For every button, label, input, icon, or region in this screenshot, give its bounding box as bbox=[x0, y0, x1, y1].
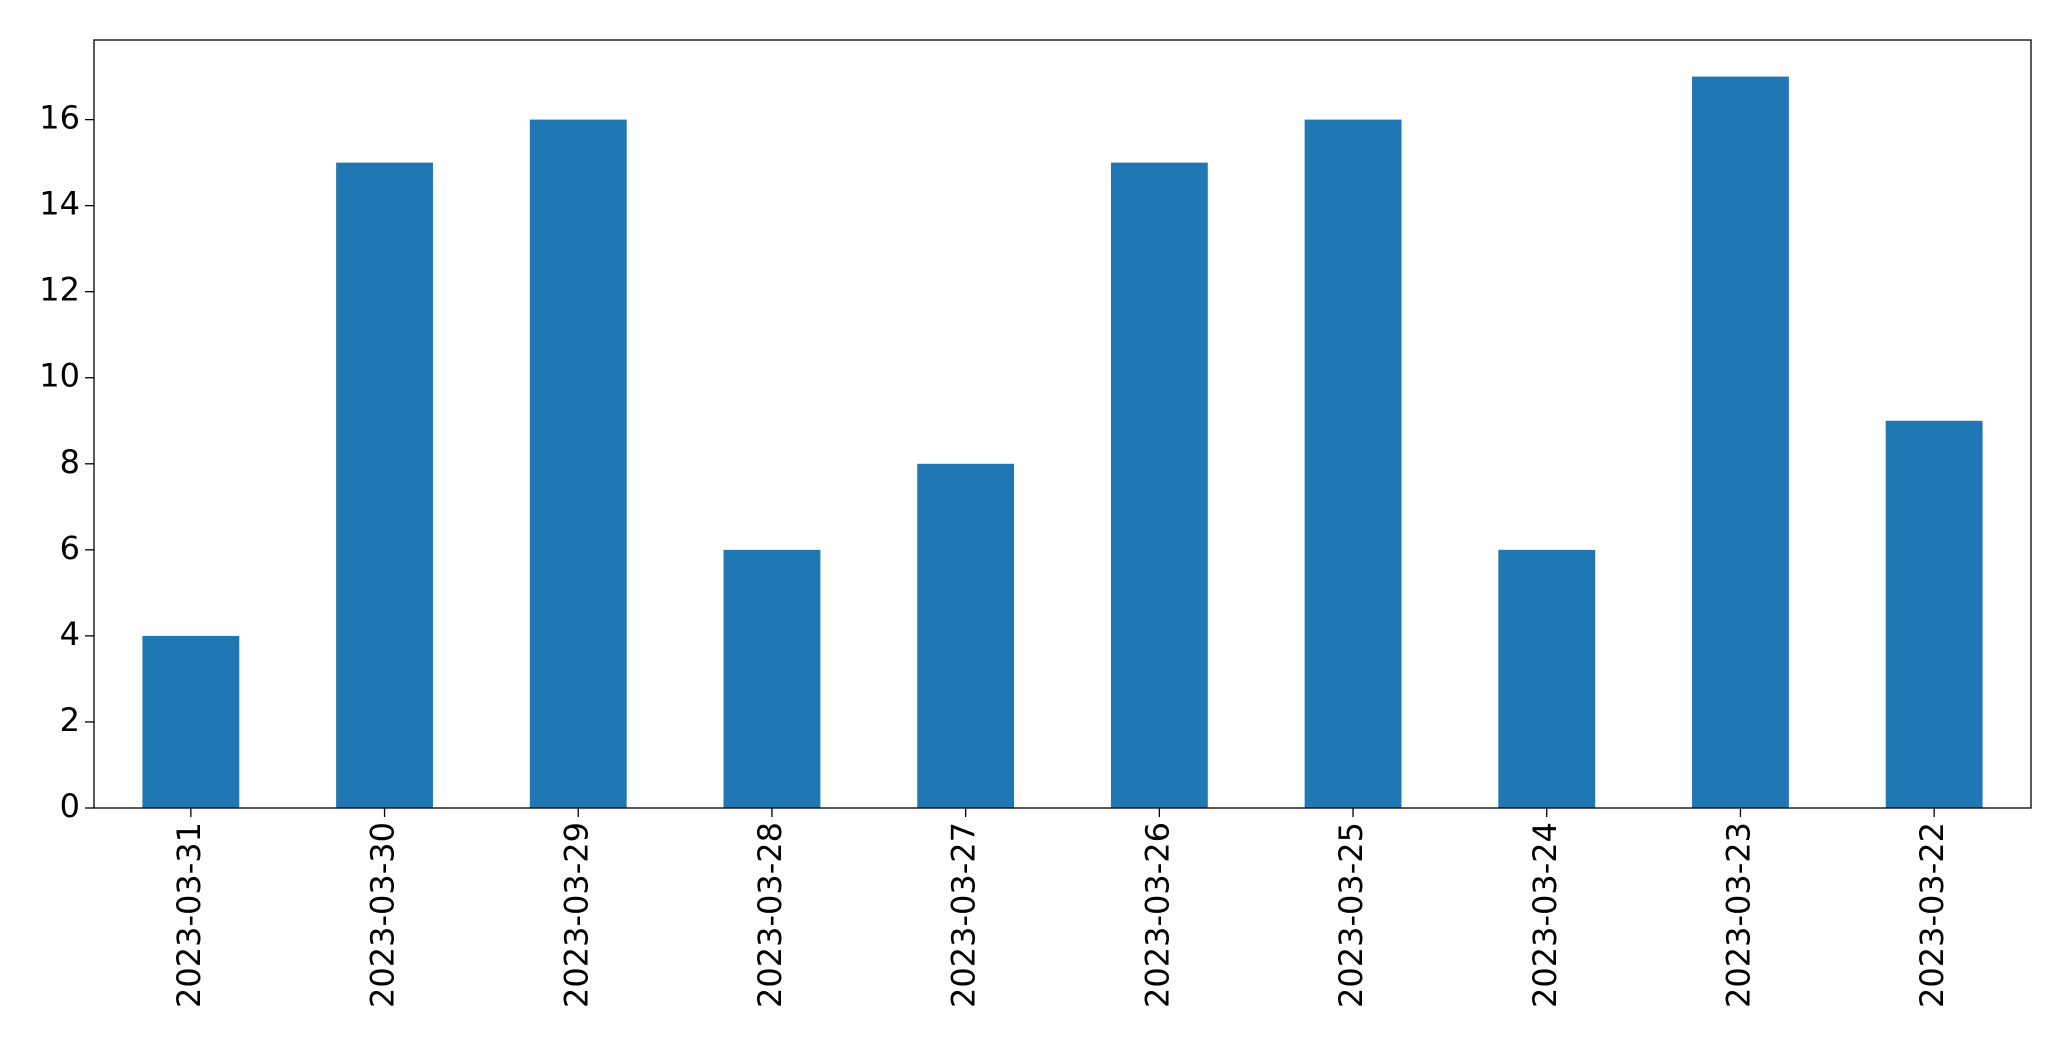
plot-frame bbox=[93, 39, 2032, 809]
y-tick-label: 0 bbox=[60, 787, 80, 825]
x-tick-label: 2023-03-27 bbox=[945, 822, 983, 1008]
x-tick-label: 2023-03-26 bbox=[1138, 822, 1176, 1008]
x-tick-label: 2023-03-25 bbox=[1332, 822, 1370, 1008]
y-tick-label: 16 bbox=[39, 99, 80, 137]
x-tick-label: 2023-03-22 bbox=[1913, 822, 1951, 1008]
bar bbox=[336, 162, 433, 809]
bar bbox=[723, 549, 821, 808]
x-tick-label: 2023-03-24 bbox=[1526, 822, 1564, 1008]
x-tick-label: 2023-03-30 bbox=[364, 822, 402, 1008]
bar bbox=[1692, 76, 1789, 809]
x-tick-label: 2023-03-28 bbox=[751, 822, 789, 1008]
bar bbox=[917, 463, 1015, 808]
x-tick-label: 2023-03-29 bbox=[557, 822, 595, 1008]
y-tick-label: 2 bbox=[60, 701, 80, 739]
y-tick-label: 10 bbox=[39, 357, 80, 395]
bar bbox=[1110, 162, 1208, 809]
x-tick-label: 2023-03-31 bbox=[170, 822, 208, 1008]
y-tick-label: 4 bbox=[60, 615, 80, 653]
y-tick-label: 14 bbox=[39, 185, 80, 223]
bar bbox=[142, 635, 240, 808]
bar bbox=[1885, 420, 1983, 808]
y-tick-label: 6 bbox=[60, 529, 80, 567]
y-tick-label: 12 bbox=[39, 271, 80, 309]
bar bbox=[1304, 119, 1402, 809]
x-tick-label: 2023-03-23 bbox=[1719, 822, 1757, 1008]
y-tick-label: 8 bbox=[60, 443, 80, 481]
bar bbox=[1498, 549, 1596, 808]
bar bbox=[529, 119, 627, 809]
